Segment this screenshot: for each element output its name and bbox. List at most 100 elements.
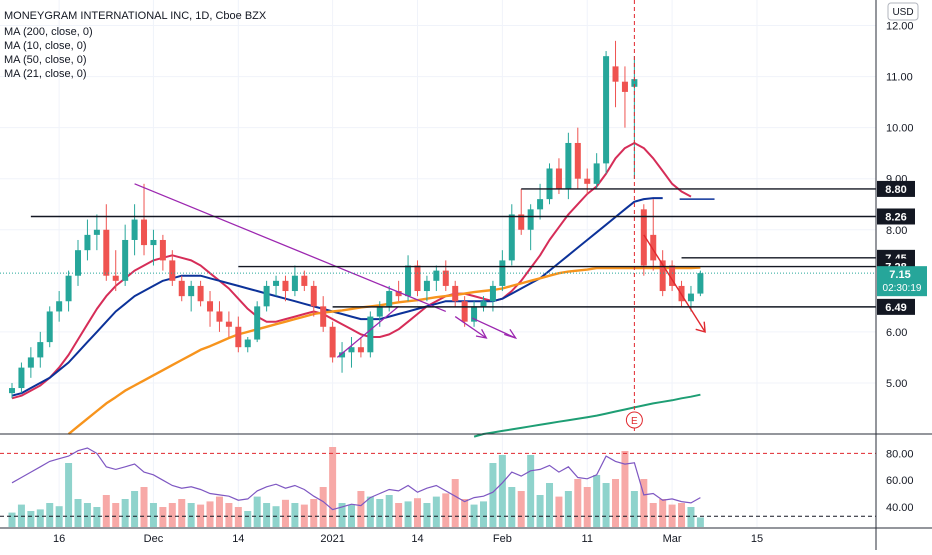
downtrend-line[interactable]: [134, 183, 447, 313]
candle-body: [84, 234, 91, 251]
earnings-marker[interactable]: [625, 411, 643, 429]
red-arrow-line[interactable]: [643, 234, 706, 333]
candle[interactable]: [159, 234, 166, 271]
candle[interactable]: [291, 265, 298, 297]
candle[interactable]: [27, 347, 34, 378]
price-tick-label: 9.00: [886, 174, 907, 186]
candle[interactable]: [329, 321, 336, 363]
candle[interactable]: [442, 260, 449, 292]
purple-arrow-head-2[interactable]: [504, 328, 518, 340]
legend-ma-50: MA (50, close, 0): [4, 54, 87, 66]
volume-bar: [357, 491, 365, 527]
candle[interactable]: [56, 291, 63, 322]
candle[interactable]: [518, 188, 525, 235]
purple-arrow-head[interactable]: [475, 328, 488, 339]
candle[interactable]: [235, 316, 242, 353]
candle[interactable]: [46, 306, 53, 348]
candle[interactable]: [471, 301, 478, 327]
purple-arrow-line[interactable]: [454, 316, 487, 339]
candle[interactable]: [367, 311, 374, 358]
candle[interactable]: [621, 66, 628, 128]
candle[interactable]: [103, 204, 110, 281]
candle[interactable]: [65, 270, 72, 312]
rsi-line: [11, 447, 701, 511]
candle[interactable]: [310, 280, 317, 317]
candle[interactable]: [244, 336, 251, 353]
candle[interactable]: [480, 296, 487, 312]
candle[interactable]: [433, 265, 440, 292]
candle[interactable]: [131, 204, 138, 256]
price-level-tag[interactable]: 8.80: [877, 180, 915, 197]
candle[interactable]: [84, 219, 91, 261]
candle[interactable]: [178, 275, 185, 302]
volume-bar: [244, 511, 252, 527]
candle[interactable]: [225, 311, 232, 337]
candle[interactable]: [320, 296, 327, 332]
candle[interactable]: [93, 214, 100, 251]
candles[interactable]: [9, 40, 704, 399]
last-price-tag[interactable]: 7.15 02:30:19: [877, 266, 927, 297]
candle[interactable]: [527, 204, 534, 251]
candle-body: [310, 285, 317, 307]
candle[interactable]: [37, 331, 44, 368]
price-level-tag[interactable]: 6.49: [877, 298, 915, 315]
candle[interactable]: [188, 280, 195, 312]
candle[interactable]: [452, 280, 459, 307]
candle[interactable]: [669, 260, 676, 292]
candle[interactable]: [593, 153, 600, 189]
price-level-tag-bg: [877, 298, 915, 315]
candle[interactable]: [499, 250, 506, 292]
candle-body: [480, 301, 487, 307]
candle[interactable]: [555, 158, 562, 195]
candle[interactable]: [141, 183, 148, 256]
purple-arrow-line-2[interactable]: [471, 317, 516, 339]
candle[interactable]: [9, 382, 15, 399]
candle[interactable]: [18, 362, 25, 394]
candle[interactable]: [150, 229, 157, 266]
candle[interactable]: [650, 199, 657, 271]
volume-bar: [102, 495, 110, 527]
candle[interactable]: [640, 204, 647, 276]
candle[interactable]: [612, 40, 619, 108]
candle[interactable]: [584, 168, 591, 195]
candle[interactable]: [603, 51, 610, 174]
candle[interactable]: [357, 336, 364, 358]
candle[interactable]: [75, 239, 82, 286]
candle[interactable]: [348, 336, 355, 368]
candle[interactable]: [282, 275, 289, 302]
candle[interactable]: [631, 56, 638, 179]
candle[interactable]: [537, 183, 544, 220]
candle[interactable]: [461, 296, 468, 327]
candle[interactable]: [414, 260, 421, 297]
candle[interactable]: [273, 275, 280, 297]
candle[interactable]: [697, 270, 704, 297]
candle[interactable]: [574, 127, 581, 189]
candle[interactable]: [546, 163, 553, 205]
candle[interactable]: [565, 132, 572, 200]
price-level-tag[interactable]: 8.26: [877, 208, 915, 225]
candle[interactable]: [197, 280, 204, 307]
candle[interactable]: [395, 280, 402, 302]
red-arrow-head[interactable]: [695, 321, 706, 333]
candle[interactable]: [423, 275, 430, 302]
candle[interactable]: [169, 250, 176, 286]
candle[interactable]: [207, 291, 214, 327]
currency-badge[interactable]: USD: [887, 2, 919, 21]
candle[interactable]: [301, 270, 308, 292]
candle[interactable]: [112, 250, 119, 292]
candle[interactable]: [405, 255, 412, 302]
volume-bar: [470, 504, 478, 527]
candle[interactable]: [508, 204, 515, 266]
candle[interactable]: [216, 301, 223, 332]
uptrend-line[interactable]: [336, 305, 400, 358]
candle[interactable]: [122, 224, 129, 286]
candle[interactable]: [254, 301, 261, 343]
candle[interactable]: [659, 250, 666, 297]
candle[interactable]: [263, 280, 270, 312]
candle[interactable]: [339, 342, 346, 373]
candle[interactable]: [687, 285, 694, 312]
